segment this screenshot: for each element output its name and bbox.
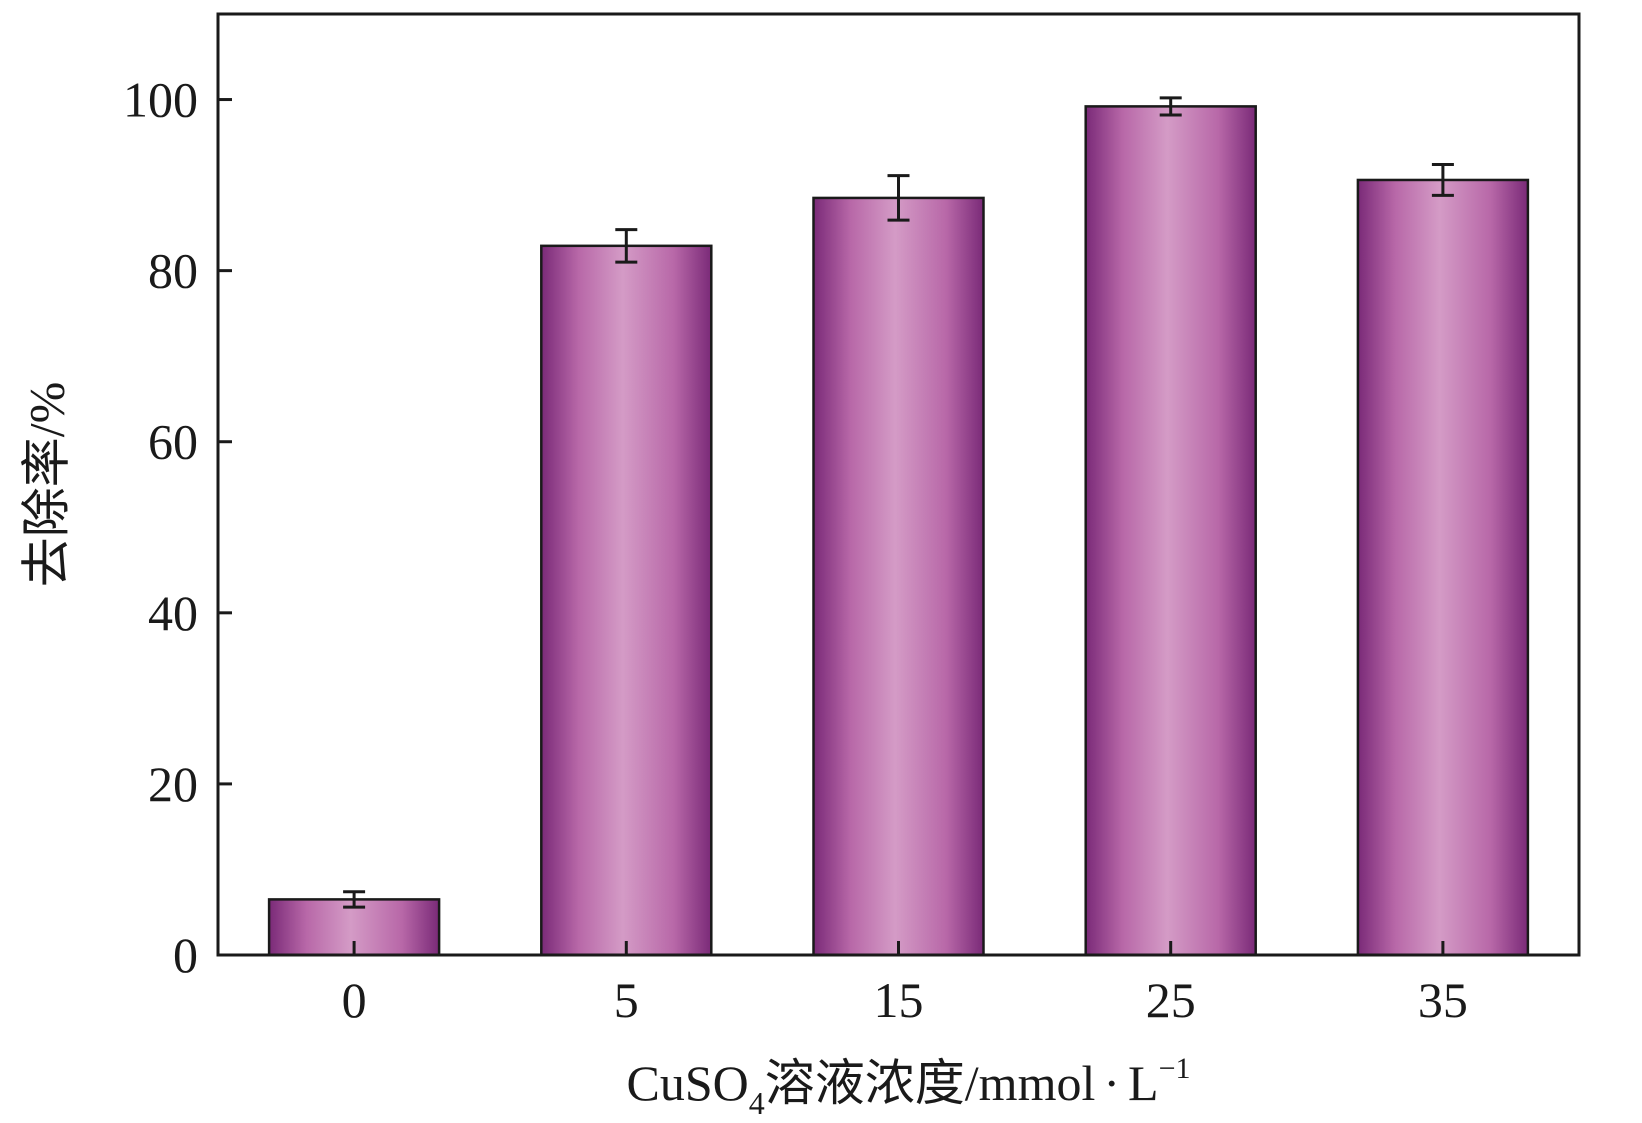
x-axis-title: CuSO4溶液浓度/mmol · L−1 [627,1052,1191,1121]
error-bar-25 [1159,96,1182,117]
x-tick-label-5: 5 [614,972,639,1028]
x-axis-title-prefix: CuSO [627,1055,749,1111]
x-axis-title-unit: L [1128,1055,1159,1111]
x-axis-title-dot: · [1103,1055,1120,1111]
bars-layer [267,105,1530,957]
x-tick-label-25: 25 [1146,972,1196,1028]
x-tick-label-35: 35 [1418,972,1468,1028]
error-bar-35 [1431,163,1454,197]
y-tick-label-40: 40 [148,585,198,641]
x-axis-title-middle: 溶液浓度/mmol [765,1055,1096,1111]
x-axis-ticks: 0 5 15 25 35 [342,941,1468,1028]
y-tick-label-80: 80 [148,243,198,299]
error-bar-15 [887,174,910,222]
error-bars-layer [343,96,1454,909]
x-tick-label-0: 0 [342,972,367,1028]
bar-25 [1084,105,1257,957]
x-axis-title-subscript: 4 [749,1085,765,1121]
y-tick-label-20: 20 [148,756,198,812]
y-tick-label-0: 0 [173,927,198,983]
x-axis-title-superscript: −1 [1159,1052,1191,1085]
y-tick-label-100: 100 [123,72,198,128]
bar-5 [540,244,713,957]
bar-35 [1356,178,1530,957]
bar-15 [812,196,985,957]
y-axis-ticks: 0 20 40 60 80 100 [123,72,232,983]
error-bar-5 [615,228,638,264]
x-tick-label-15: 15 [874,972,924,1028]
y-axis-title: 去除率/% [18,382,74,588]
y-tick-label-60: 60 [148,414,198,470]
error-bar-0 [343,890,366,909]
